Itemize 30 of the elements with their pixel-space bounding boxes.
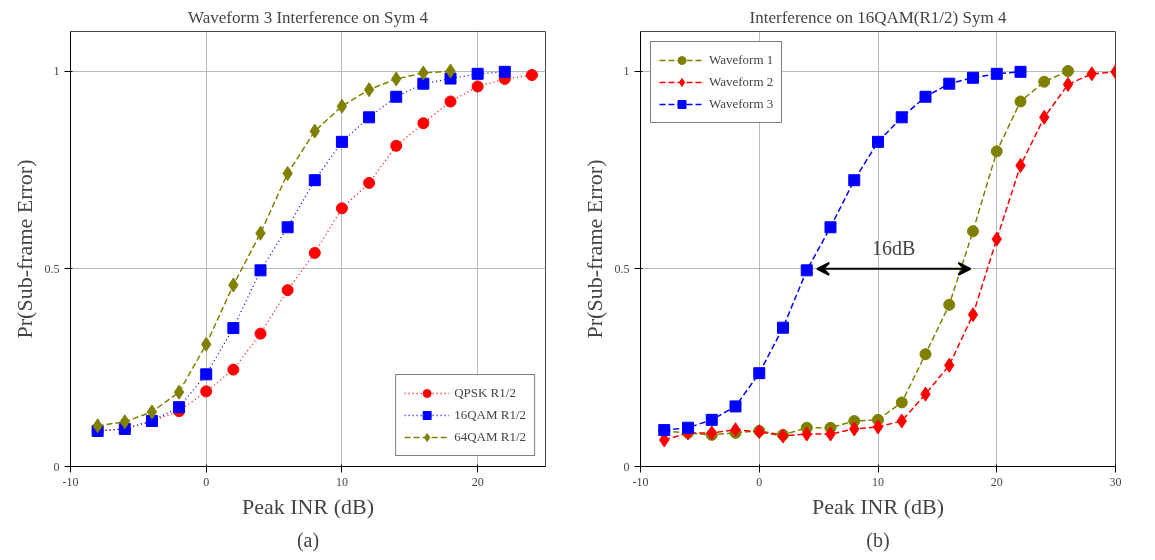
- y-tick-label: 0: [623, 459, 630, 474]
- x-tick-label: 0: [203, 474, 210, 489]
- chart-title: Interference on 16QAM(R1/2) Sym 4: [749, 7, 1007, 27]
- y-tick-label: 0.5: [44, 261, 60, 276]
- legend-label: QPSK R1/2: [454, 385, 516, 401]
- x-tick-label: 20: [990, 474, 1003, 489]
- x-axis-title: Peak INR (dB): [242, 493, 374, 519]
- y-axis-title: Pr(Sub-frame Error): [11, 159, 37, 339]
- annotation: 16dB: [872, 236, 916, 259]
- x-tick-label: 30: [1109, 474, 1122, 489]
- legend-label: Waveform 2: [709, 74, 774, 90]
- x-tick-label: 10: [872, 474, 884, 489]
- x-tick-label: 0: [756, 474, 763, 489]
- legend-label: Waveform 1: [709, 52, 774, 68]
- x-tick-label: 10: [335, 474, 348, 489]
- x-axis-title: Peak INR (dB): [812, 493, 944, 519]
- text: (a): [296, 528, 320, 552]
- y-tick-label: 1: [53, 64, 60, 79]
- chart-title: Waveform 3 Interference on Sym 4: [188, 7, 429, 27]
- y-tick-label: 0: [53, 459, 60, 474]
- legend-label: 64QAM R1/2: [454, 429, 526, 445]
- x-tick-label: -10: [62, 474, 79, 489]
- legend-label: 16QAM R1/2: [454, 407, 526, 423]
- x-tick-label: 20: [471, 474, 484, 489]
- legend-label: Waveform 3: [709, 96, 774, 112]
- x-tick-label: -10: [632, 474, 649, 489]
- text: (b): [866, 528, 890, 552]
- y-tick-label: 1: [623, 64, 630, 79]
- y-axis-title: Pr(Sub-frame Error): [581, 159, 607, 339]
- y-tick-label: 0.5: [614, 261, 630, 276]
